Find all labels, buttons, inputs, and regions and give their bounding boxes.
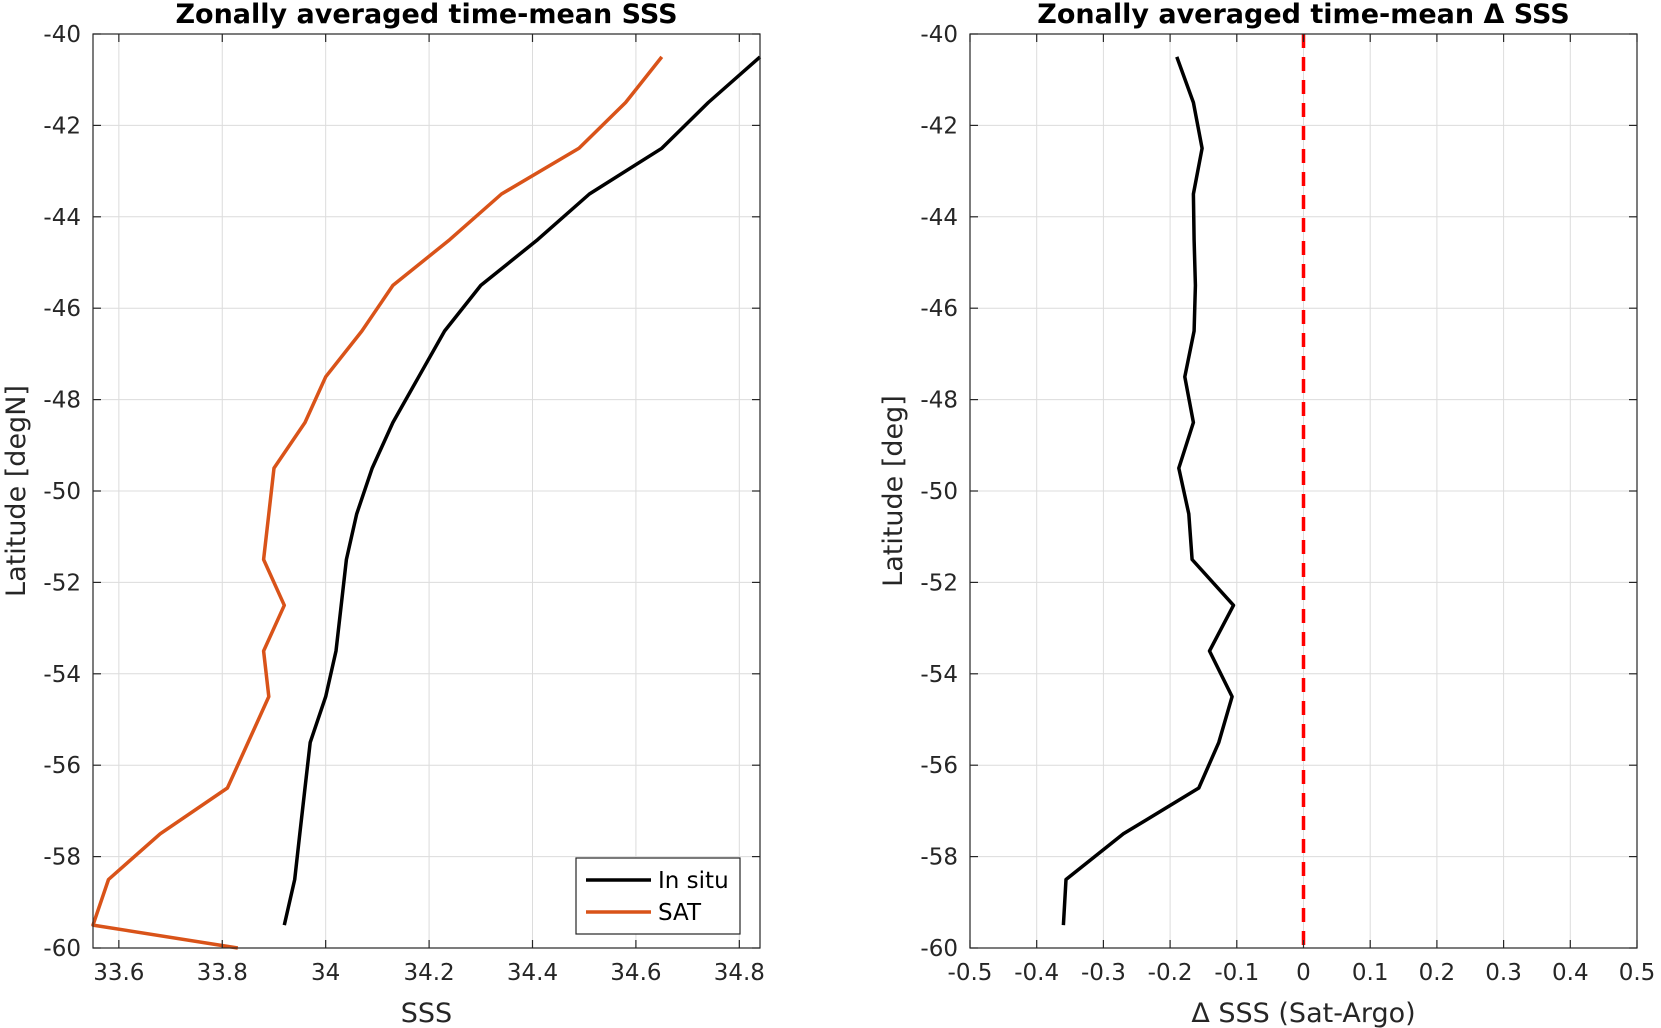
x-tick-label: 0.2 [1419, 960, 1456, 986]
x-tick-label: -0.1 [1214, 960, 1259, 986]
y-tick-label: -52 [43, 570, 81, 596]
legend: In situ SAT [575, 857, 741, 935]
y-tick-label: -42 [43, 113, 81, 139]
x-tick-label: 0.4 [1552, 960, 1589, 986]
series-line-sat [91, 55, 664, 950]
y-tick-label: -40 [920, 22, 958, 48]
series-line-1 [1061, 56, 1236, 926]
x-tick-label: 0.5 [1619, 960, 1656, 986]
x-tick-label: 0.3 [1485, 960, 1522, 986]
y-tick-label: -54 [920, 662, 958, 688]
y-tick-label: -46 [920, 296, 958, 322]
y-tick-label: -46 [43, 296, 81, 322]
y-tick-label: -40 [43, 22, 81, 48]
x-tick-label: -0.5 [948, 960, 993, 986]
y-tick-label: -58 [920, 845, 958, 871]
y-tick-label: -56 [920, 753, 958, 779]
y-tick-label: -58 [43, 845, 81, 871]
y-axis-label: Latitude [deg] [878, 395, 909, 587]
y-tick-label: -50 [43, 479, 81, 505]
y-tick-label: -54 [43, 662, 81, 688]
legend-box [575, 857, 741, 935]
x-tick-label: 34 [311, 960, 340, 986]
x-tick-label: 0 [1296, 960, 1311, 986]
chart-title: Zonally averaged time-mean SSS [175, 0, 677, 30]
legend-label: SAT [658, 900, 702, 926]
y-axis-label: Latitude [degN] [1, 385, 32, 597]
legend-label: In situ [658, 868, 729, 894]
x-tick-label: -0.3 [1081, 960, 1126, 986]
y-tick-label: -42 [920, 113, 958, 139]
chart-title: Zonally averaged time-mean Δ SSS [1037, 0, 1569, 30]
chart-panel-2: -0.5 -0.4 -0.3 -0.2 -0.1 0 0.1 0.2 0.3 0.4 0.5 -60 -… [878, 0, 1655, 1028]
y-tick-label: -56 [43, 753, 81, 779]
y-tick-label: -48 [43, 388, 81, 414]
x-tick-label: 34.8 [714, 960, 765, 986]
y-tick-label: -60 [920, 936, 958, 962]
x-tick-label: 34.4 [507, 960, 558, 986]
x-tick-label: 33.8 [197, 960, 248, 986]
x-tick-label: 33.6 [93, 960, 144, 986]
x-axis-label: Δ SSS (Sat-Argo) [1191, 998, 1415, 1028]
x-tick-label: -0.4 [1014, 960, 1059, 986]
y-tick-label: -44 [920, 205, 958, 231]
x-tick-label: -0.2 [1148, 960, 1193, 986]
y-tick-label: -44 [43, 205, 81, 231]
y-tick-label: -50 [920, 479, 958, 505]
x-axis-label: SSS [401, 998, 452, 1028]
y-tick-label: -52 [920, 570, 958, 596]
chart-panel-1: 33.6 33.8 34 34.2 34.4 34.6 34.8 -60 -58 -56 -54 -5… [1, 0, 765, 1028]
x-tick-label: 34.6 [610, 960, 661, 986]
y-tick-label: -60 [43, 936, 81, 962]
x-tick-label: 0.1 [1352, 960, 1389, 986]
y-tick-label: -48 [920, 388, 958, 414]
x-tick-label: 34.2 [403, 960, 454, 986]
series-line-in-situ [282, 55, 762, 926]
